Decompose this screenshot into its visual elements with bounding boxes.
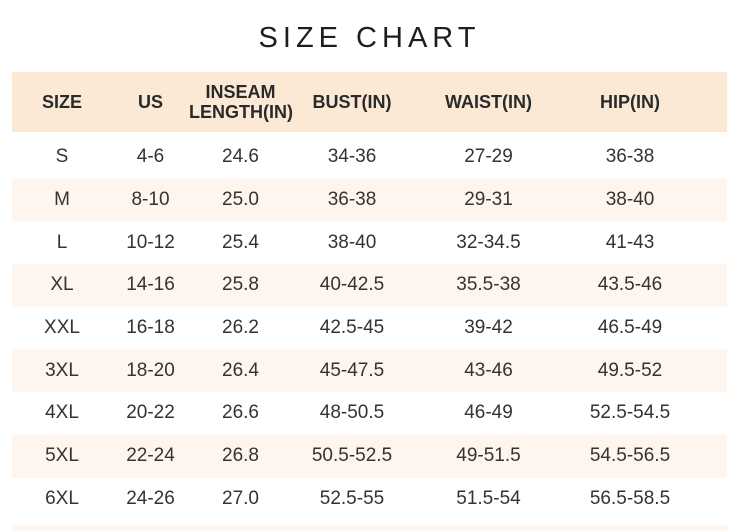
cell-inseam: 25.4 <box>222 231 259 253</box>
cell-hip: 52.5-54.5 <box>589 402 671 424</box>
cell-waist: 39-42 <box>464 317 513 339</box>
cell-hip: 38-40 <box>605 189 655 211</box>
cell-bust: 45-47.5 <box>319 359 385 381</box>
table-row: 4XL 20-22 26.6 48-50.5 46-49 52.5-54.5 <box>12 392 727 435</box>
cell-waist: 32-34.5 <box>456 231 521 253</box>
cell-size: 3XL <box>45 359 79 381</box>
cell-bust: 38-40 <box>327 231 377 253</box>
cell-us: 24-26 <box>126 487 175 509</box>
cell-inseam: 26.2 <box>222 317 259 339</box>
cell-us: 20-22 <box>126 402 175 424</box>
table-row: M 8-10 25.0 36-38 29-31 38-40 <box>12 178 727 222</box>
cell-us: 16-18 <box>126 317 175 339</box>
cell-us: 14-16 <box>126 274 175 296</box>
cell-bust: 48-50.5 <box>319 402 385 424</box>
cell-size: 5XL <box>45 445 79 467</box>
cell-hip: 54.5-56.5 <box>589 445 671 467</box>
cell-hip: 56.5-58.5 <box>589 487 671 509</box>
cell-size: S <box>55 146 69 168</box>
header-size: SIZE <box>41 92 82 112</box>
page-title: SIZE CHART <box>258 22 481 54</box>
header-inseam-length: INSEAM LENGTH(IN) <box>189 82 293 122</box>
header-bust: BUST(IN) <box>312 92 392 112</box>
cell-bust: 40-42.5 <box>319 274 385 296</box>
cell-waist: 27-29 <box>464 146 513 168</box>
cell-hip: 36-38 <box>605 146 655 168</box>
cell-waist: 46-49 <box>464 402 513 424</box>
cell-us: 22-24 <box>126 445 175 467</box>
size-chart-table: SIZE US INSEAM LENGTH(IN) BUST(IN) WAIST… <box>12 72 727 520</box>
table-bottom-stripe <box>12 525 727 531</box>
cell-size: 6XL <box>45 487 79 509</box>
table-row: 6XL 24-26 27.0 52.5-55 51.5-54 56.5-58.5 <box>12 478 727 521</box>
header-hip: HIP(IN) <box>600 92 660 112</box>
cell-us: 8-10 <box>131 189 170 211</box>
cell-bust: 42.5-45 <box>319 317 385 339</box>
table-row: 3XL 18-20 26.4 45-47.5 43-46 49.5-52 <box>12 349 727 393</box>
cell-inseam: 26.4 <box>222 359 259 381</box>
table-row: XL 14-16 25.8 40-42.5 35.5-38 43.5-46 <box>12 264 727 307</box>
cell-size: XL <box>50 274 74 296</box>
cell-waist: 51.5-54 <box>456 487 521 509</box>
cell-size: L <box>56 231 68 253</box>
table-header-row: SIZE US INSEAM LENGTH(IN) BUST(IN) WAIST… <box>12 72 727 132</box>
cell-waist: 35.5-38 <box>456 274 521 296</box>
cell-size: M <box>54 189 70 211</box>
cell-hip: 41-43 <box>605 231 655 253</box>
cell-inseam: 26.8 <box>222 445 259 467</box>
cell-inseam: 27.0 <box>222 487 259 509</box>
table-row: L 10-12 25.4 38-40 32-34.5 41-43 <box>12 221 727 264</box>
table-row: 5XL 22-24 26.8 50.5-52.5 49-51.5 54.5-56… <box>12 434 727 478</box>
cell-size: 4XL <box>45 402 79 424</box>
cell-inseam: 25.0 <box>222 189 259 211</box>
cell-bust: 50.5-52.5 <box>311 445 393 467</box>
cell-inseam: 26.6 <box>222 402 259 424</box>
cell-bust: 34-36 <box>327 146 377 168</box>
table-row: XXL 16-18 26.2 42.5-45 39-42 46.5-49 <box>12 307 727 350</box>
cell-us: 10-12 <box>126 231 175 253</box>
header-inseam-label: INSEAM LENGTH(IN) <box>189 82 293 122</box>
cell-hip: 49.5-52 <box>597 359 663 381</box>
header-waist: WAIST(IN) <box>445 92 532 112</box>
cell-waist: 49-51.5 <box>456 445 521 467</box>
cell-hip: 43.5-46 <box>597 274 663 296</box>
cell-us: 18-20 <box>126 359 175 381</box>
cell-size: XXL <box>44 317 80 339</box>
cell-bust: 52.5-55 <box>319 487 385 509</box>
cell-waist: 29-31 <box>464 189 513 211</box>
table-row: S 4-6 24.6 34-36 27-29 36-38 <box>12 136 727 179</box>
header-us: US <box>137 92 163 112</box>
cell-waist: 43-46 <box>464 359 513 381</box>
cell-us: 4-6 <box>136 146 165 168</box>
cell-inseam: 24.6 <box>222 146 259 168</box>
cell-inseam: 25.8 <box>222 274 259 296</box>
cell-bust: 36-38 <box>327 189 377 211</box>
cell-hip: 46.5-49 <box>597 317 663 339</box>
